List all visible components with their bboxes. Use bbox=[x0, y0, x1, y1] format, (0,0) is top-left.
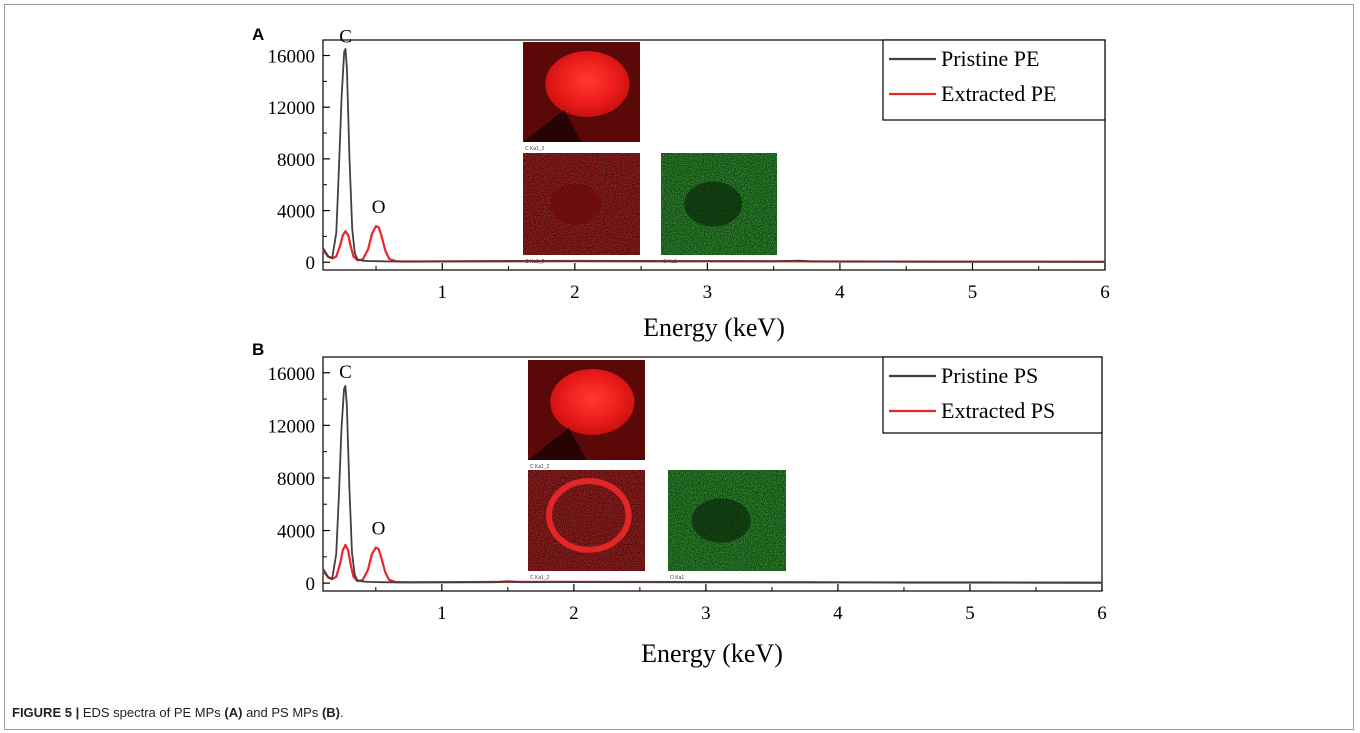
legend-entry: Extracted PE bbox=[941, 81, 1056, 106]
inset-images-a: C Ka1_2C Ka1_2 O Ka1 bbox=[523, 42, 777, 265]
legend-entry: Extracted PS bbox=[941, 398, 1055, 423]
caption-lead: FIGURE 5 | bbox=[12, 705, 80, 720]
peak-label: C bbox=[339, 362, 352, 383]
y-tick-label: 4000 bbox=[277, 202, 315, 223]
caption-text-3: . bbox=[340, 705, 344, 720]
y-tick-label: 16000 bbox=[268, 47, 316, 68]
caption-text-1: EDS spectra of PE MPs bbox=[79, 705, 225, 720]
y-tick-label: 4000 bbox=[277, 522, 315, 543]
eds-map-inset bbox=[528, 470, 645, 571]
peak-label: C bbox=[339, 27, 352, 48]
x-tick-label: 5 bbox=[968, 282, 978, 303]
eds-map-inset bbox=[661, 153, 777, 255]
plot-content-a: 0 4000 8000 12000 16000 1 2 3 4 5 6 C O Pristine PE Ex… bbox=[268, 27, 1110, 303]
series-line-pristine bbox=[322, 384, 1103, 584]
inset-caption: C Ka1_2 bbox=[530, 464, 550, 470]
x-tick-label: 2 bbox=[570, 282, 580, 303]
caption-ref-a: (A) bbox=[224, 705, 243, 720]
x-tick-label: 6 bbox=[1100, 282, 1110, 303]
inset-caption: O Ka1 bbox=[670, 575, 684, 581]
x-tick-label: 3 bbox=[703, 282, 713, 303]
x-tick-label: 1 bbox=[437, 603, 447, 624]
legend: Pristine PE Extracted PE bbox=[882, 39, 1106, 121]
x-tick-label: 4 bbox=[833, 603, 843, 624]
figure-frame bbox=[4, 4, 1354, 730]
eds-map-inset bbox=[528, 360, 645, 460]
figure-caption: FIGURE 5 | EDS spectra of PE MPs (A) and… bbox=[12, 705, 344, 720]
plot-area-a bbox=[322, 39, 1106, 271]
x-tick-label: 2 bbox=[569, 603, 579, 624]
x-tick-label: 1 bbox=[438, 282, 448, 303]
inset-caption: C Ka1_2 bbox=[530, 575, 550, 581]
legend-entry: Pristine PS bbox=[941, 363, 1038, 388]
peak-label: O bbox=[372, 518, 386, 539]
x-tick-label: 3 bbox=[701, 603, 711, 624]
series-line-pristine bbox=[322, 48, 1106, 263]
y-tick-label: 12000 bbox=[268, 416, 316, 437]
y-tick-label: 0 bbox=[306, 574, 316, 595]
y-tick-label: 8000 bbox=[277, 469, 315, 490]
plot-content-b: 0 4000 8000 12000 16000 1 2 3 4 5 6 C O Pristine PS Ex… bbox=[268, 356, 1107, 624]
eds-map-inset bbox=[523, 153, 640, 255]
caption-text-2: and PS MPs bbox=[242, 705, 322, 720]
caption-ref-b: (B) bbox=[321, 705, 340, 720]
eds-map-inset bbox=[668, 470, 786, 571]
inset-images-b: C Ka1_2 C Ka1_2 O Ka1 bbox=[528, 360, 786, 581]
panel-label-a: A bbox=[252, 25, 264, 44]
panel-a: A C Ka1_2C Ka1_2 O Ka1 0 4000 8000 12000 1600… bbox=[252, 25, 1110, 342]
x-axis-label-a: Energy (keV) bbox=[643, 313, 785, 342]
x-tick-label: 4 bbox=[835, 282, 845, 303]
eds-map-inset bbox=[523, 42, 640, 142]
panel-b: B C Ka1_2 C Ka1_2 O Ka1 0 4000 8000 12000 1600… bbox=[252, 340, 1107, 668]
y-tick-label: 0 bbox=[306, 253, 316, 274]
x-tick-label: 5 bbox=[965, 603, 975, 624]
panel-label-b: B bbox=[252, 340, 264, 359]
legend-entry: Pristine PE bbox=[941, 46, 1039, 71]
legend: Pristine PS Extracted PS bbox=[882, 356, 1103, 434]
y-tick-label: 12000 bbox=[268, 98, 316, 119]
x-axis-label-b: Energy (keV) bbox=[641, 639, 783, 668]
x-tick-label: 6 bbox=[1097, 603, 1107, 624]
inset-caption: C Ka1_2 bbox=[525, 146, 545, 152]
y-tick-label: 16000 bbox=[268, 364, 316, 385]
peak-label: O bbox=[372, 197, 386, 218]
y-tick-label: 8000 bbox=[277, 150, 315, 171]
plot-area-b bbox=[322, 356, 1103, 592]
